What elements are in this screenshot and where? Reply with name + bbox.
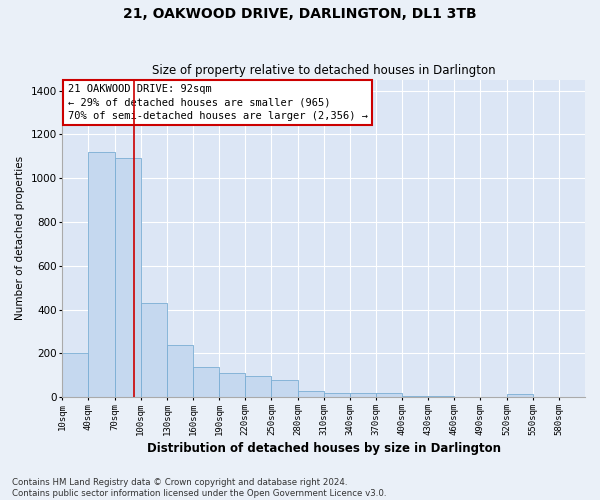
Bar xyxy=(428,396,454,397)
Bar xyxy=(115,158,141,397)
Text: 21, OAKWOOD DRIVE, DARLINGTON, DL1 3TB: 21, OAKWOOD DRIVE, DARLINGTON, DL1 3TB xyxy=(123,8,477,22)
Bar xyxy=(298,390,323,397)
Y-axis label: Number of detached properties: Number of detached properties xyxy=(15,156,25,320)
Bar xyxy=(219,373,245,397)
Bar xyxy=(193,366,219,397)
Bar xyxy=(88,152,115,397)
Text: 21 OAKWOOD DRIVE: 92sqm
← 29% of detached houses are smaller (965)
70% of semi-d: 21 OAKWOOD DRIVE: 92sqm ← 29% of detache… xyxy=(68,84,368,120)
Bar xyxy=(506,394,533,397)
Bar xyxy=(376,393,402,397)
Bar xyxy=(271,380,298,397)
Bar xyxy=(402,396,428,397)
Bar xyxy=(167,344,193,397)
Bar xyxy=(245,376,271,397)
Bar xyxy=(141,303,167,397)
Title: Size of property relative to detached houses in Darlington: Size of property relative to detached ho… xyxy=(152,64,496,77)
X-axis label: Distribution of detached houses by size in Darlington: Distribution of detached houses by size … xyxy=(146,442,500,455)
Bar xyxy=(62,354,88,397)
Bar xyxy=(350,393,376,397)
Bar xyxy=(323,393,350,397)
Text: Contains HM Land Registry data © Crown copyright and database right 2024.
Contai: Contains HM Land Registry data © Crown c… xyxy=(12,478,386,498)
